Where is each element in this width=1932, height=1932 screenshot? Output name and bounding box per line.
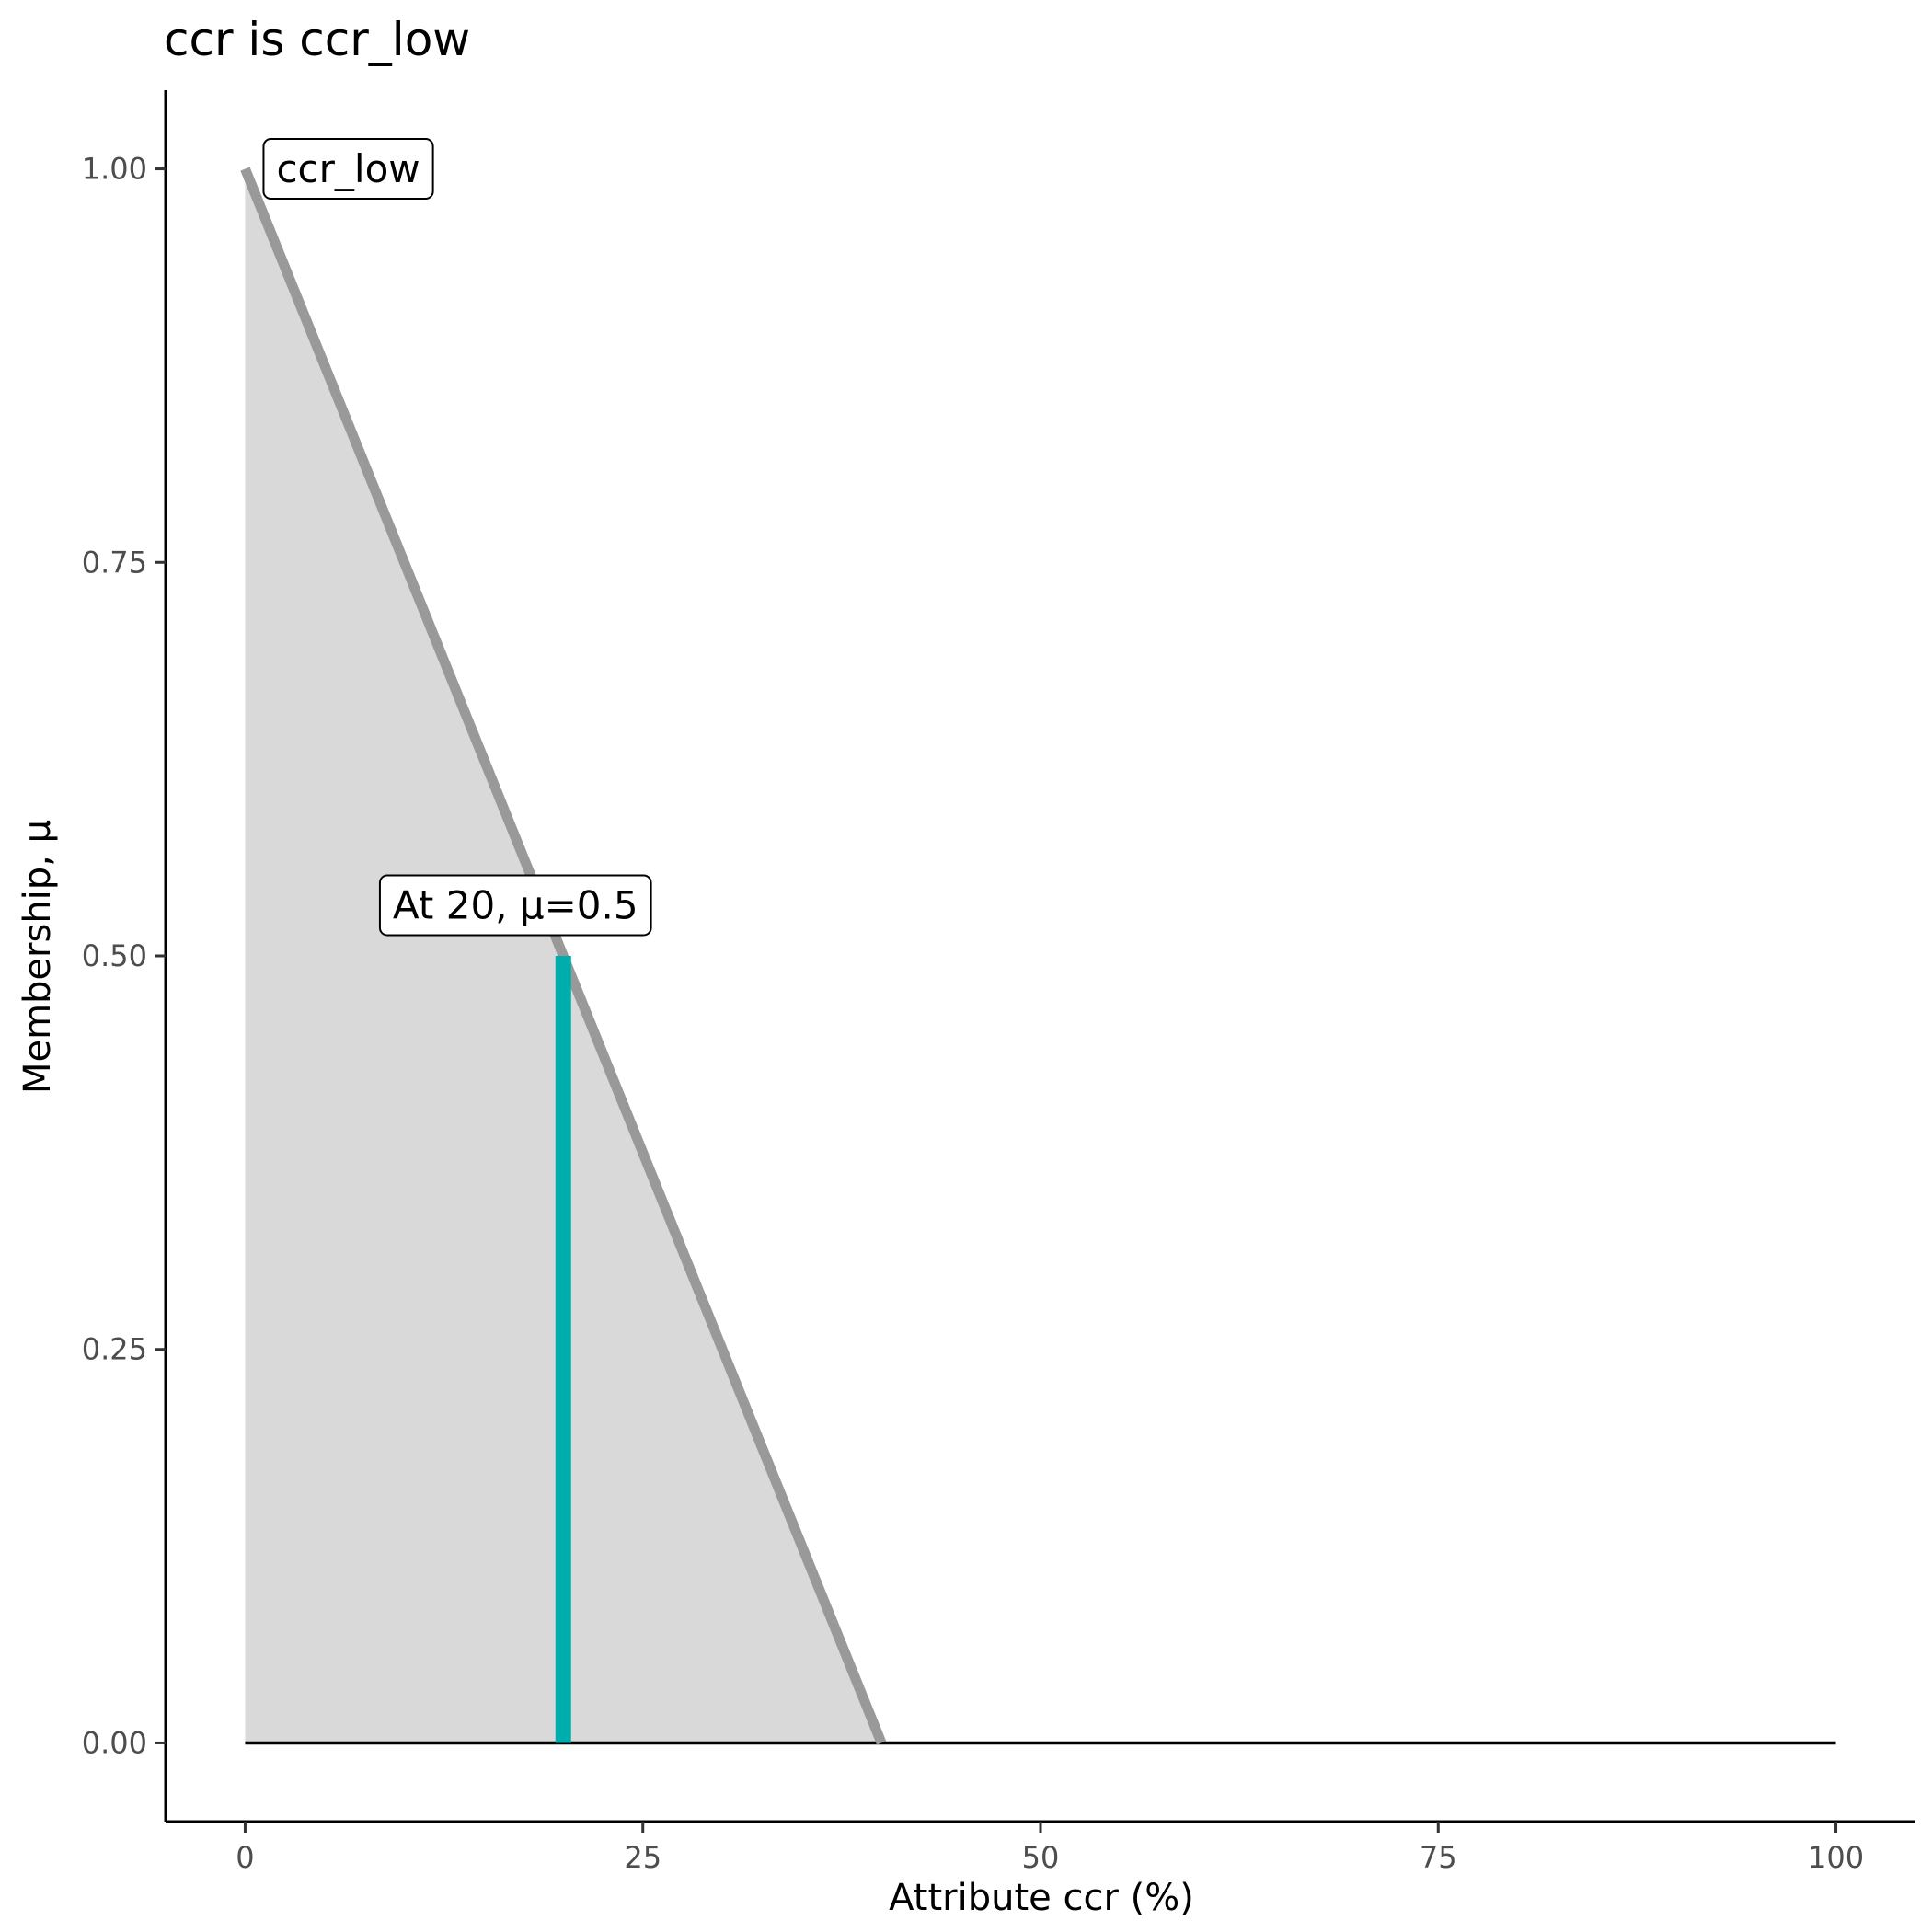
highlight-label-box: [378, 874, 652, 937]
x-tick-label: 25: [624, 1840, 661, 1875]
set-label-text: ccr_low: [276, 146, 420, 191]
highlight-label: At 20, μ=0.5: [378, 874, 652, 937]
membership-area-fill: [245, 168, 1836, 1743]
membership-area-layer: [245, 168, 1836, 1743]
chart-title: ccr is ccr_low: [164, 13, 470, 66]
x-axis-title: Attribute ccr (%): [889, 1877, 1194, 1919]
x-tick-label: 50: [1022, 1840, 1060, 1875]
axes-layer: 0 25 50 75 100 0.00 0.25 0.50 0.75 1.00: [82, 90, 1915, 1875]
lines-layer: [240, 167, 1836, 1745]
y-tick-label: 0.75: [82, 545, 147, 580]
set-label-box: [262, 138, 434, 201]
y-tick-label: 0.25: [82, 1332, 147, 1367]
y-tick-label: 1.00: [82, 152, 147, 187]
y-tick-label: 0.50: [82, 938, 147, 973]
x-tick-label: 100: [1808, 1840, 1864, 1875]
x-tick-label: 75: [1420, 1840, 1457, 1875]
x-tick-label: 0: [236, 1840, 254, 1875]
y-axis-title: Membership, μ: [17, 820, 59, 1094]
annotations-layer: ccr_low At 20, μ=0.5: [262, 138, 652, 937]
set-label: ccr_low: [262, 138, 434, 201]
highlight-label-text: At 20, μ=0.5: [393, 883, 638, 928]
y-tick-label: 0.00: [82, 1725, 147, 1760]
